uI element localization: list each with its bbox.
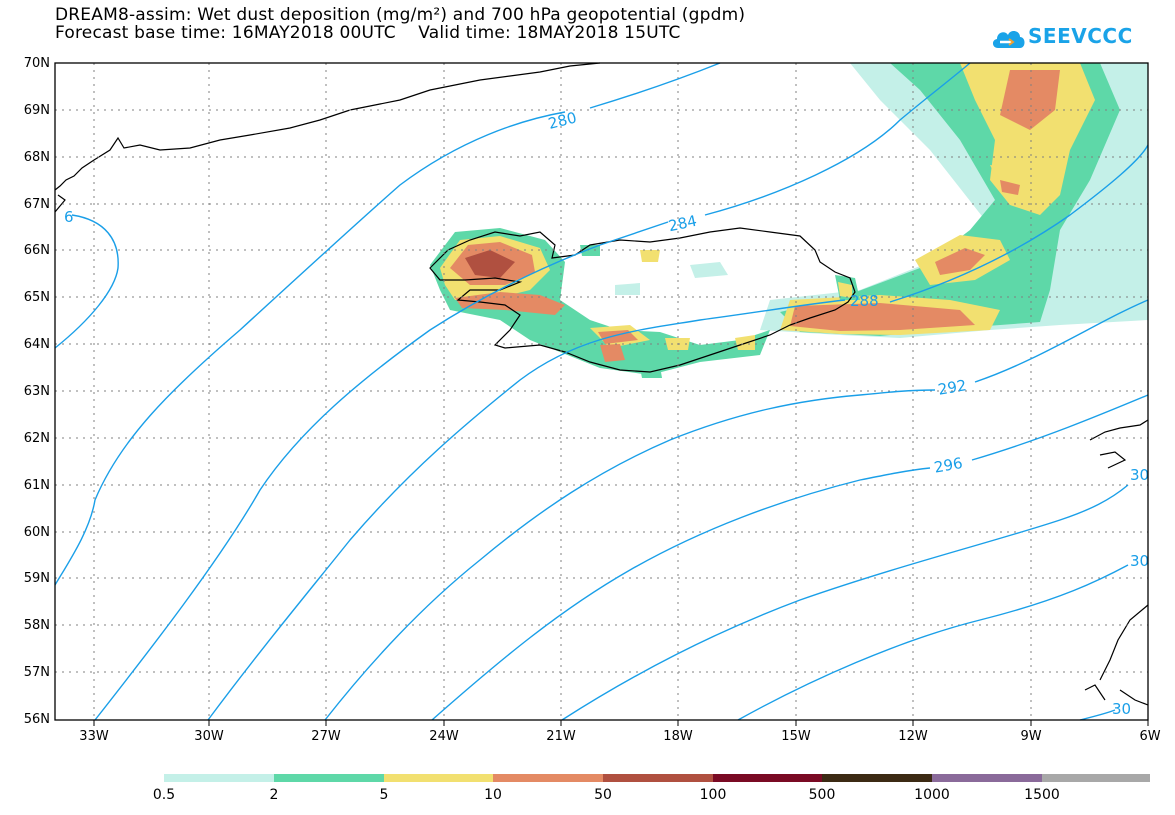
legend-label: 50 <box>594 787 612 803</box>
lat-label: 67N <box>23 197 50 212</box>
lon-label: 33W <box>79 729 109 744</box>
legend-label: 500 <box>808 787 836 803</box>
lat-label: 66N <box>23 243 50 258</box>
map-title: DREAM8-assim: Wet dust deposition (mg/m²… <box>55 5 746 25</box>
legend-swatch <box>822 774 932 782</box>
lon-label: 6W <box>1139 729 1161 744</box>
lon-label: 9W <box>1020 729 1042 744</box>
legend-swatch <box>164 774 274 782</box>
lat-label: 62N <box>23 431 50 446</box>
contour-label: 292 <box>937 376 968 399</box>
map-frame <box>54 62 1149 721</box>
lon-label: 21W <box>546 729 576 744</box>
lat-label: 69N <box>23 103 50 118</box>
lat-label: 57N <box>23 665 50 680</box>
seevccc-logo: SEEVCCC <box>990 20 1150 56</box>
axis-ticks <box>93 720 1149 726</box>
dust-deposition-field <box>430 63 1148 378</box>
lon-label: 18W <box>663 729 693 744</box>
contour-label: 284 <box>667 212 699 236</box>
contour-label: 280 <box>546 108 578 132</box>
legend-swatch <box>603 774 713 782</box>
cloud-icon <box>992 31 1025 48</box>
legend-swatch <box>493 774 603 782</box>
contour-label: 30 <box>1130 466 1149 484</box>
contour-label: 296 <box>933 454 964 477</box>
lon-label: 15W <box>781 729 811 744</box>
lon-label: 24W <box>429 729 459 744</box>
lon-label: 12W <box>898 729 928 744</box>
map-subtitle: Forecast base time: 16MAY2018 00UTC Vali… <box>55 23 681 43</box>
legend-label: 10 <box>484 787 502 803</box>
contour-label: 30 <box>1130 552 1149 570</box>
lon-label: 30W <box>194 729 224 744</box>
legend-label: 0.5 <box>152 787 176 803</box>
legend-label: 1000 <box>914 787 950 803</box>
lat-label: 68N <box>23 150 50 165</box>
contour-label: 288 <box>850 292 879 310</box>
lon-label: 27W <box>311 729 341 744</box>
lat-label: 60N <box>23 525 50 540</box>
gridlines <box>55 63 1148 720</box>
lat-label: 58N <box>23 618 50 633</box>
legend-swatch <box>274 774 384 782</box>
legend-swatch <box>932 774 1042 782</box>
lat-label: 61N <box>23 478 50 493</box>
legend-label: 1500 <box>1024 787 1060 803</box>
lat-label: 70N <box>23 56 50 71</box>
legend-swatch <box>1042 774 1150 782</box>
lat-label: 65N <box>23 290 50 305</box>
geopotential-contours <box>54 62 1149 721</box>
legend-label: 100 <box>699 787 727 803</box>
contour-label: 30 <box>1112 700 1131 718</box>
lat-label: 56N <box>23 712 50 727</box>
logo-text: SEEVCCC <box>1028 24 1133 48</box>
lat-label: 64N <box>23 337 50 352</box>
legend-label: 5 <box>379 787 389 803</box>
lat-label: 59N <box>23 571 50 586</box>
legend-swatch <box>384 774 493 782</box>
lat-label: 63N <box>23 384 50 399</box>
legend-swatch <box>713 774 822 782</box>
legend-label: 2 <box>269 787 279 803</box>
contour-label: 6 <box>64 208 74 226</box>
